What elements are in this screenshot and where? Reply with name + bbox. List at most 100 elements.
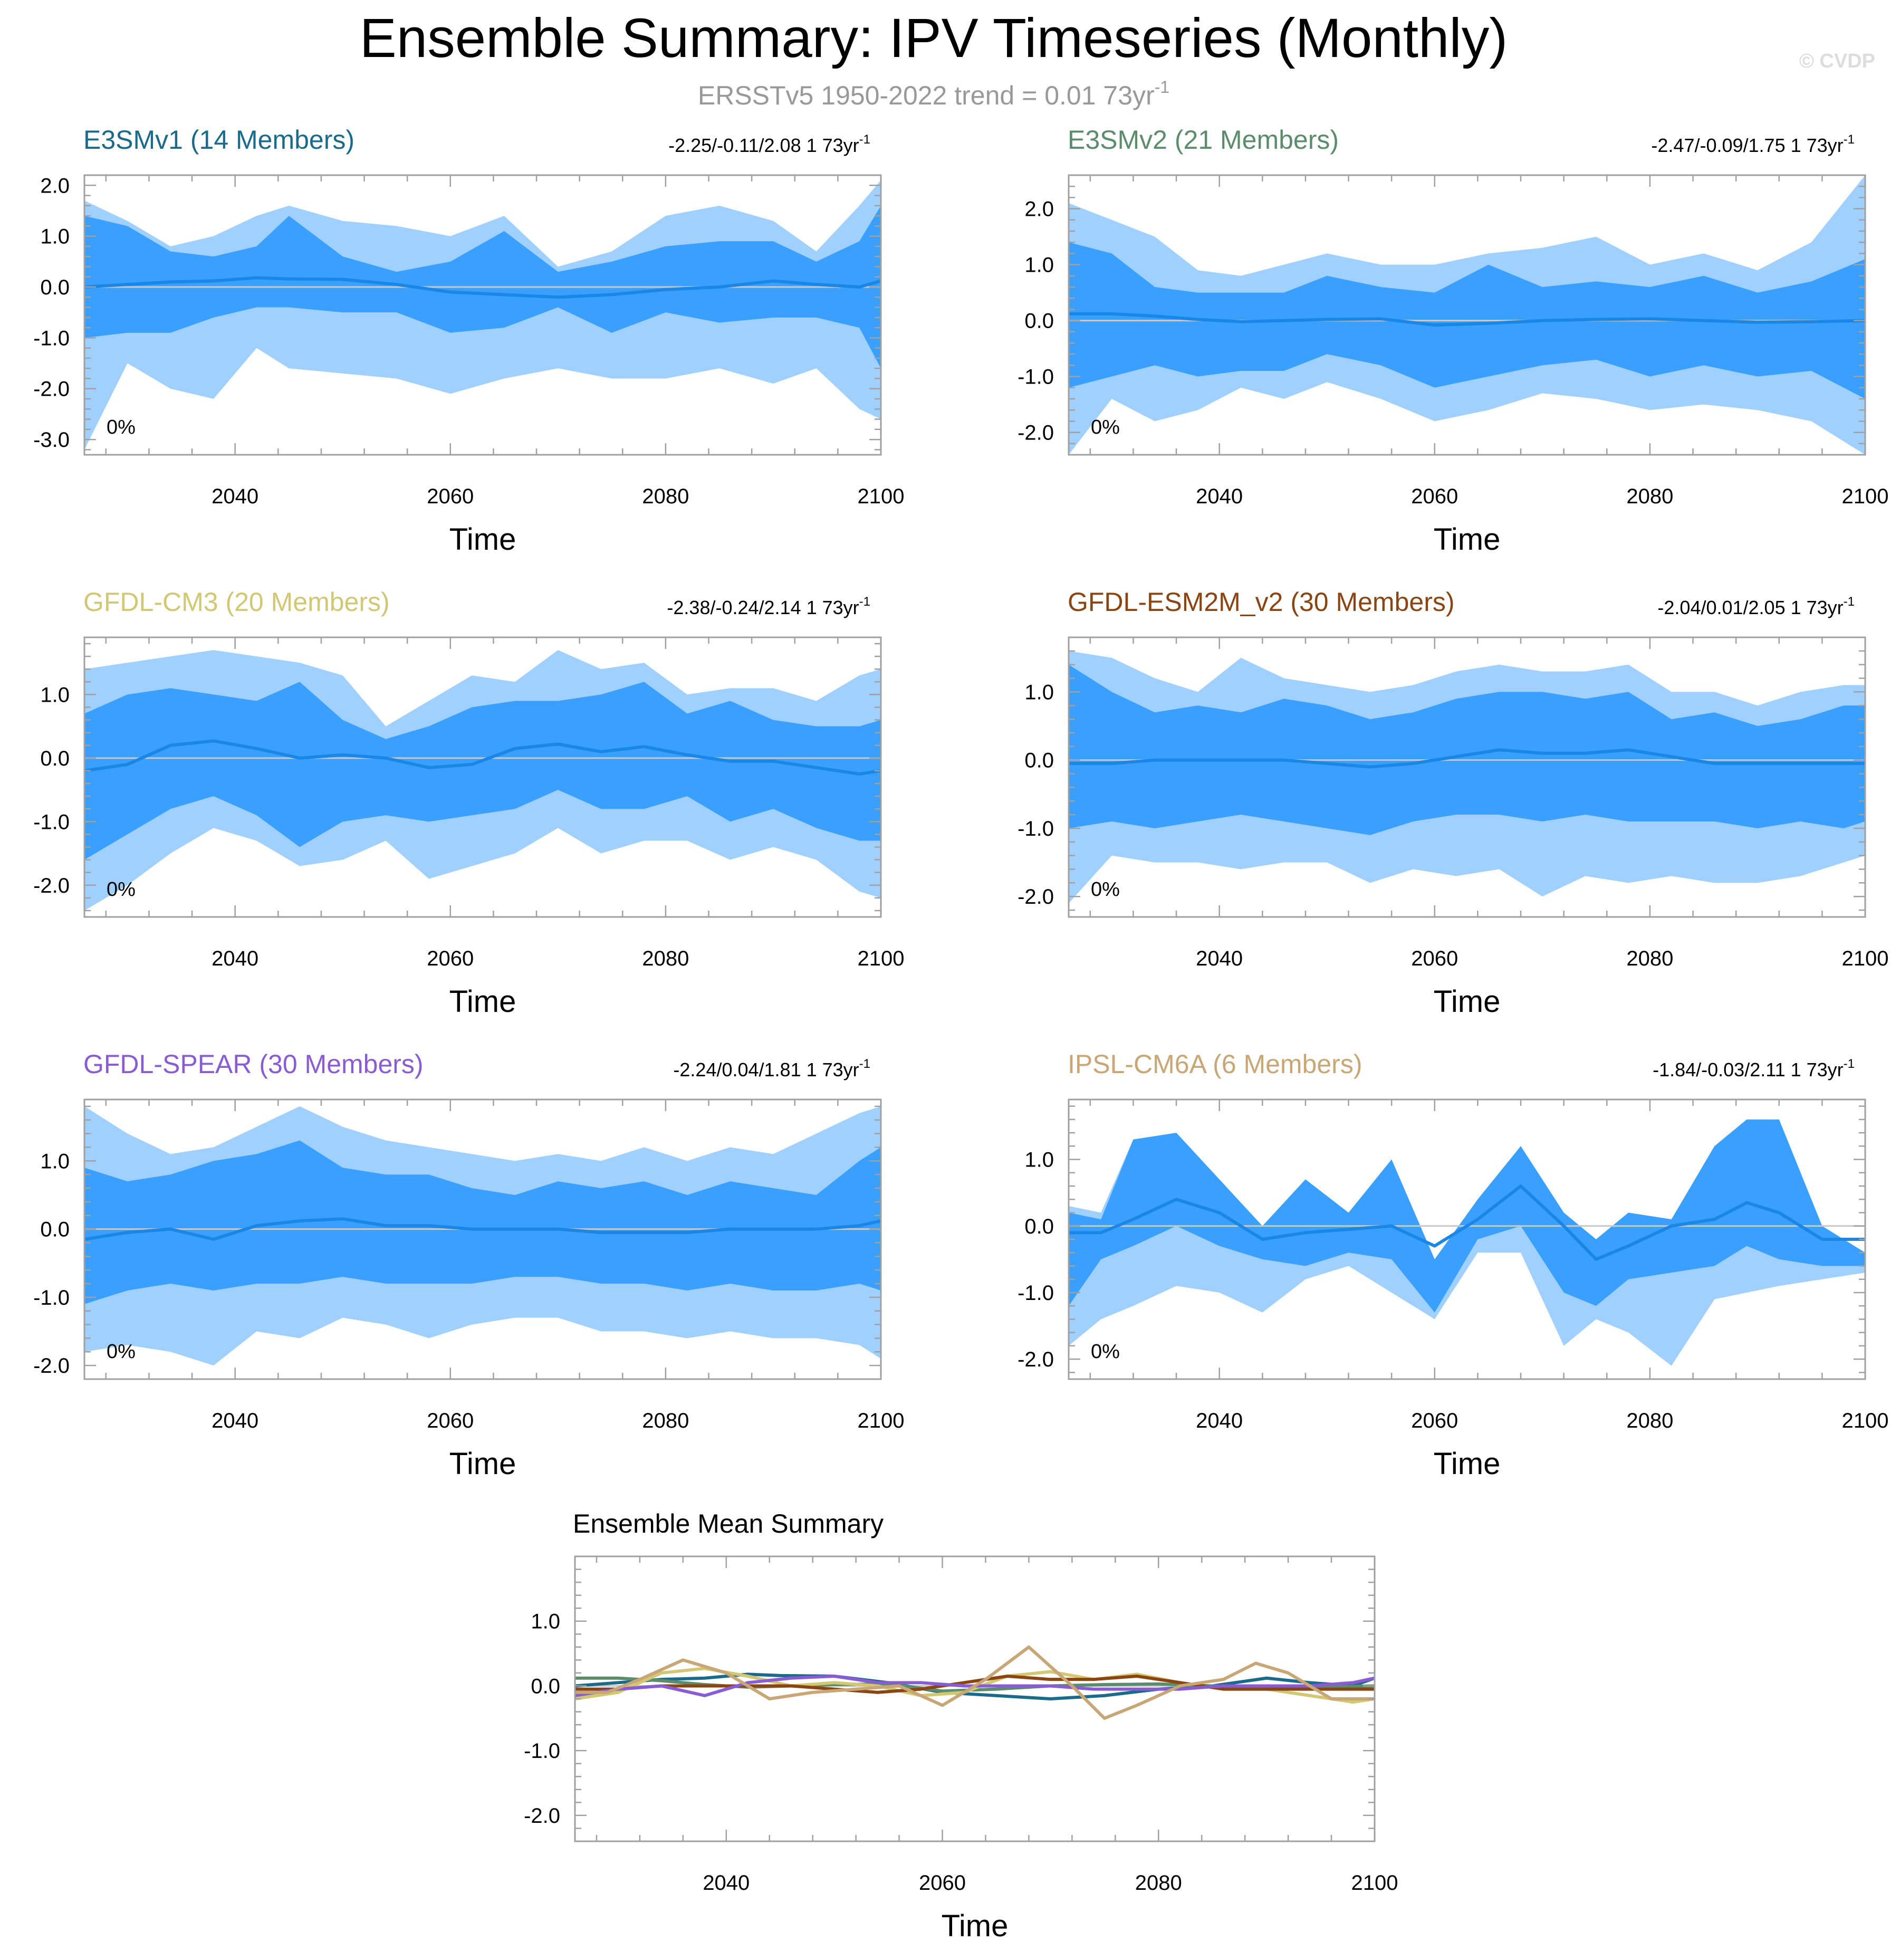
panel-3: 1.0 0.0 -1.0 -2.0 2040 2060 2080 2100 Time GFDL-C…	[33, 587, 904, 1019]
plot-area	[84, 180, 881, 450]
inner-range-band	[84, 682, 881, 860]
stats-text: -2.47/-0.09/1.75 1 73yr	[1651, 135, 1843, 156]
y-tick-label: 0.0	[40, 276, 70, 299]
x-axis-label: Time	[1434, 522, 1501, 557]
y-tick-label: -2.0	[1018, 885, 1054, 909]
credit-watermark: © CVDP	[1799, 50, 1875, 72]
plot-frame	[1068, 174, 1866, 456]
panel-4: 1.0 0.0 -1.0 -2.0 2040 2060 2080 2100 Time GFDL-E…	[1018, 587, 1888, 1019]
x-tick-label: 2100	[858, 1409, 905, 1432]
x-tick-label: 2100	[858, 947, 905, 970]
y-tick-label: 1.0	[1024, 681, 1054, 704]
y-tick-label: 0.0	[1024, 310, 1054, 333]
ensemble-mean-line	[1069, 312, 1865, 327]
x-tick-label: 2080	[1135, 1871, 1182, 1895]
panel-title: IPSL-CM6A (6 Members)	[1068, 1049, 1362, 1079]
plot-area	[575, 1645, 1375, 1720]
stats-superscript: -1	[1844, 595, 1855, 609]
x-axis-label: Time	[1434, 1447, 1501, 1481]
tick-marks	[84, 1099, 882, 1380]
stats-superscript: -1	[859, 1057, 870, 1071]
x-tick-label: 2040	[1196, 1409, 1243, 1432]
x-tick-label: 2100	[1842, 1409, 1889, 1432]
y-tick-label: 0.0	[40, 1218, 70, 1241]
plot-area	[84, 650, 881, 911]
tick-marks	[1069, 1099, 1866, 1379]
x-tick-label: 2040	[703, 1871, 750, 1895]
plot-frame	[83, 174, 882, 456]
panel-1: 2.0 1.0 0.0 -1.0 -2.0 -3.0 2040 2060 2080 2100 Tim…	[33, 125, 904, 557]
x-tick-label: 2060	[427, 947, 474, 970]
ensemble-mean-line	[1069, 748, 1865, 769]
stats-superscript: -1	[859, 595, 870, 609]
panel-stats: -2.04/0.01/2.05 1 73yr-1	[1657, 595, 1855, 618]
tick-marks	[1069, 174, 1866, 456]
y-tick-label: -1.0	[33, 327, 70, 350]
panel-title: GFDL-SPEAR (30 Members)	[83, 1049, 424, 1079]
stats-text: -2.25/-0.11/2.08 1 73yr	[668, 135, 859, 156]
figure-subtitle: ERSSTv5 1950-2022 trend = 0.01 73yr-1	[698, 78, 1169, 110]
subtitle-text: ERSSTv5 1950-2022 trend = 0.01 73yr	[698, 81, 1155, 110]
x-axis-label: Time	[1434, 984, 1501, 1019]
y-tick-label: -1.0	[1018, 1282, 1054, 1305]
figure-title: Ensemble Summary: IPV Timeseries (Monthl…	[360, 7, 1508, 69]
y-tick-label: 1.0	[531, 1610, 560, 1633]
percent-label: 0%	[1091, 1341, 1120, 1363]
tick-marks	[84, 174, 882, 455]
stats-superscript: -1	[1844, 132, 1855, 147]
ensemble-mean-line	[84, 1217, 881, 1241]
ensemble-mean-line	[1069, 1184, 1865, 1261]
panel-stats: -2.38/-0.24/2.14 1 73yr-1	[667, 595, 870, 618]
stats-superscript: -1	[1844, 1057, 1855, 1071]
x-tick-label: 2080	[1626, 485, 1673, 508]
tick-marks	[575, 1555, 1376, 1842]
panel-title: E3SMv2 (21 Members)	[1068, 125, 1339, 155]
plot-frame	[83, 636, 882, 918]
y-tick-label: -2.0	[1018, 1348, 1054, 1371]
x-tick-label: 2100	[1351, 1871, 1398, 1895]
x-tick-label: 2040	[212, 1409, 258, 1432]
inner-range-band	[1069, 664, 1865, 835]
percent-label: 0%	[107, 1341, 136, 1363]
x-tick-label: 2100	[1842, 485, 1889, 508]
panel-5: 1.0 0.0 -1.0 -2.0 2040 2060 2080 2100 Time GFDL-S…	[33, 1049, 904, 1481]
stats-superscript: -1	[859, 132, 870, 147]
stats-text: -2.38/-0.24/2.14 1 73yr	[667, 597, 859, 618]
x-tick-label: 2080	[642, 485, 689, 508]
x-axis-label: Time	[449, 984, 516, 1019]
x-tick-label: 2100	[1842, 947, 1889, 970]
plot-frame	[83, 1098, 882, 1380]
y-tick-label: -2.0	[524, 1804, 560, 1828]
panel-2: 2.0 1.0 0.0 -1.0 -2.0 2040 2060 2080 2100 Time E3S…	[1018, 125, 1888, 557]
panel-title: GFDL-CM3 (20 Members)	[83, 587, 390, 617]
y-tick-label: -1.0	[1018, 817, 1054, 840]
x-tick-label: 2060	[919, 1871, 966, 1895]
panel-stats: -2.25/-0.11/2.08 1 73yr-1	[668, 132, 870, 156]
tick-marks	[1069, 636, 1866, 917]
y-tick-label: 0.0	[1024, 1215, 1054, 1238]
x-axis-label: Time	[449, 522, 516, 557]
percent-label: 0%	[107, 878, 136, 901]
series-line-ipsl-cm6a	[575, 1645, 1375, 1720]
x-tick-label: 2080	[1626, 1409, 1673, 1432]
panel-stats: -2.24/0.04/1.81 1 73yr-1	[673, 1057, 870, 1081]
y-tick-label: 0.0	[40, 747, 70, 770]
ensemble-mean-line	[84, 739, 881, 776]
series-line-gfdl-spear	[575, 1675, 1375, 1697]
x-tick-label: 2100	[858, 485, 905, 508]
y-tick-label: 2.0	[40, 174, 70, 197]
inner-range-band	[1069, 1119, 1865, 1313]
y-tick-label: 0.0	[1024, 749, 1054, 772]
stats-text: -2.04/0.01/2.05 1 73yr	[1657, 597, 1843, 618]
stats-text: -1.84/-0.03/2.11 1 73yr	[1653, 1059, 1844, 1081]
y-tick-label: -2.0	[33, 1354, 70, 1378]
subtitle-superscript: -1	[1155, 78, 1169, 97]
percent-label: 0%	[1091, 416, 1120, 438]
y-tick-label: 0.0	[531, 1675, 560, 1698]
panel-title: Ensemble Mean Summary	[573, 1509, 884, 1538]
panel-title: E3SMv1 (14 Members)	[83, 125, 354, 155]
panel-stats: -1.84/-0.03/2.11 1 73yr-1	[1653, 1057, 1855, 1081]
panel-title: GFDL-ESM2M_v2 (30 Members)	[1068, 587, 1455, 617]
y-tick-label: 1.0	[40, 1150, 70, 1173]
x-tick-label: 2060	[1411, 1409, 1458, 1432]
